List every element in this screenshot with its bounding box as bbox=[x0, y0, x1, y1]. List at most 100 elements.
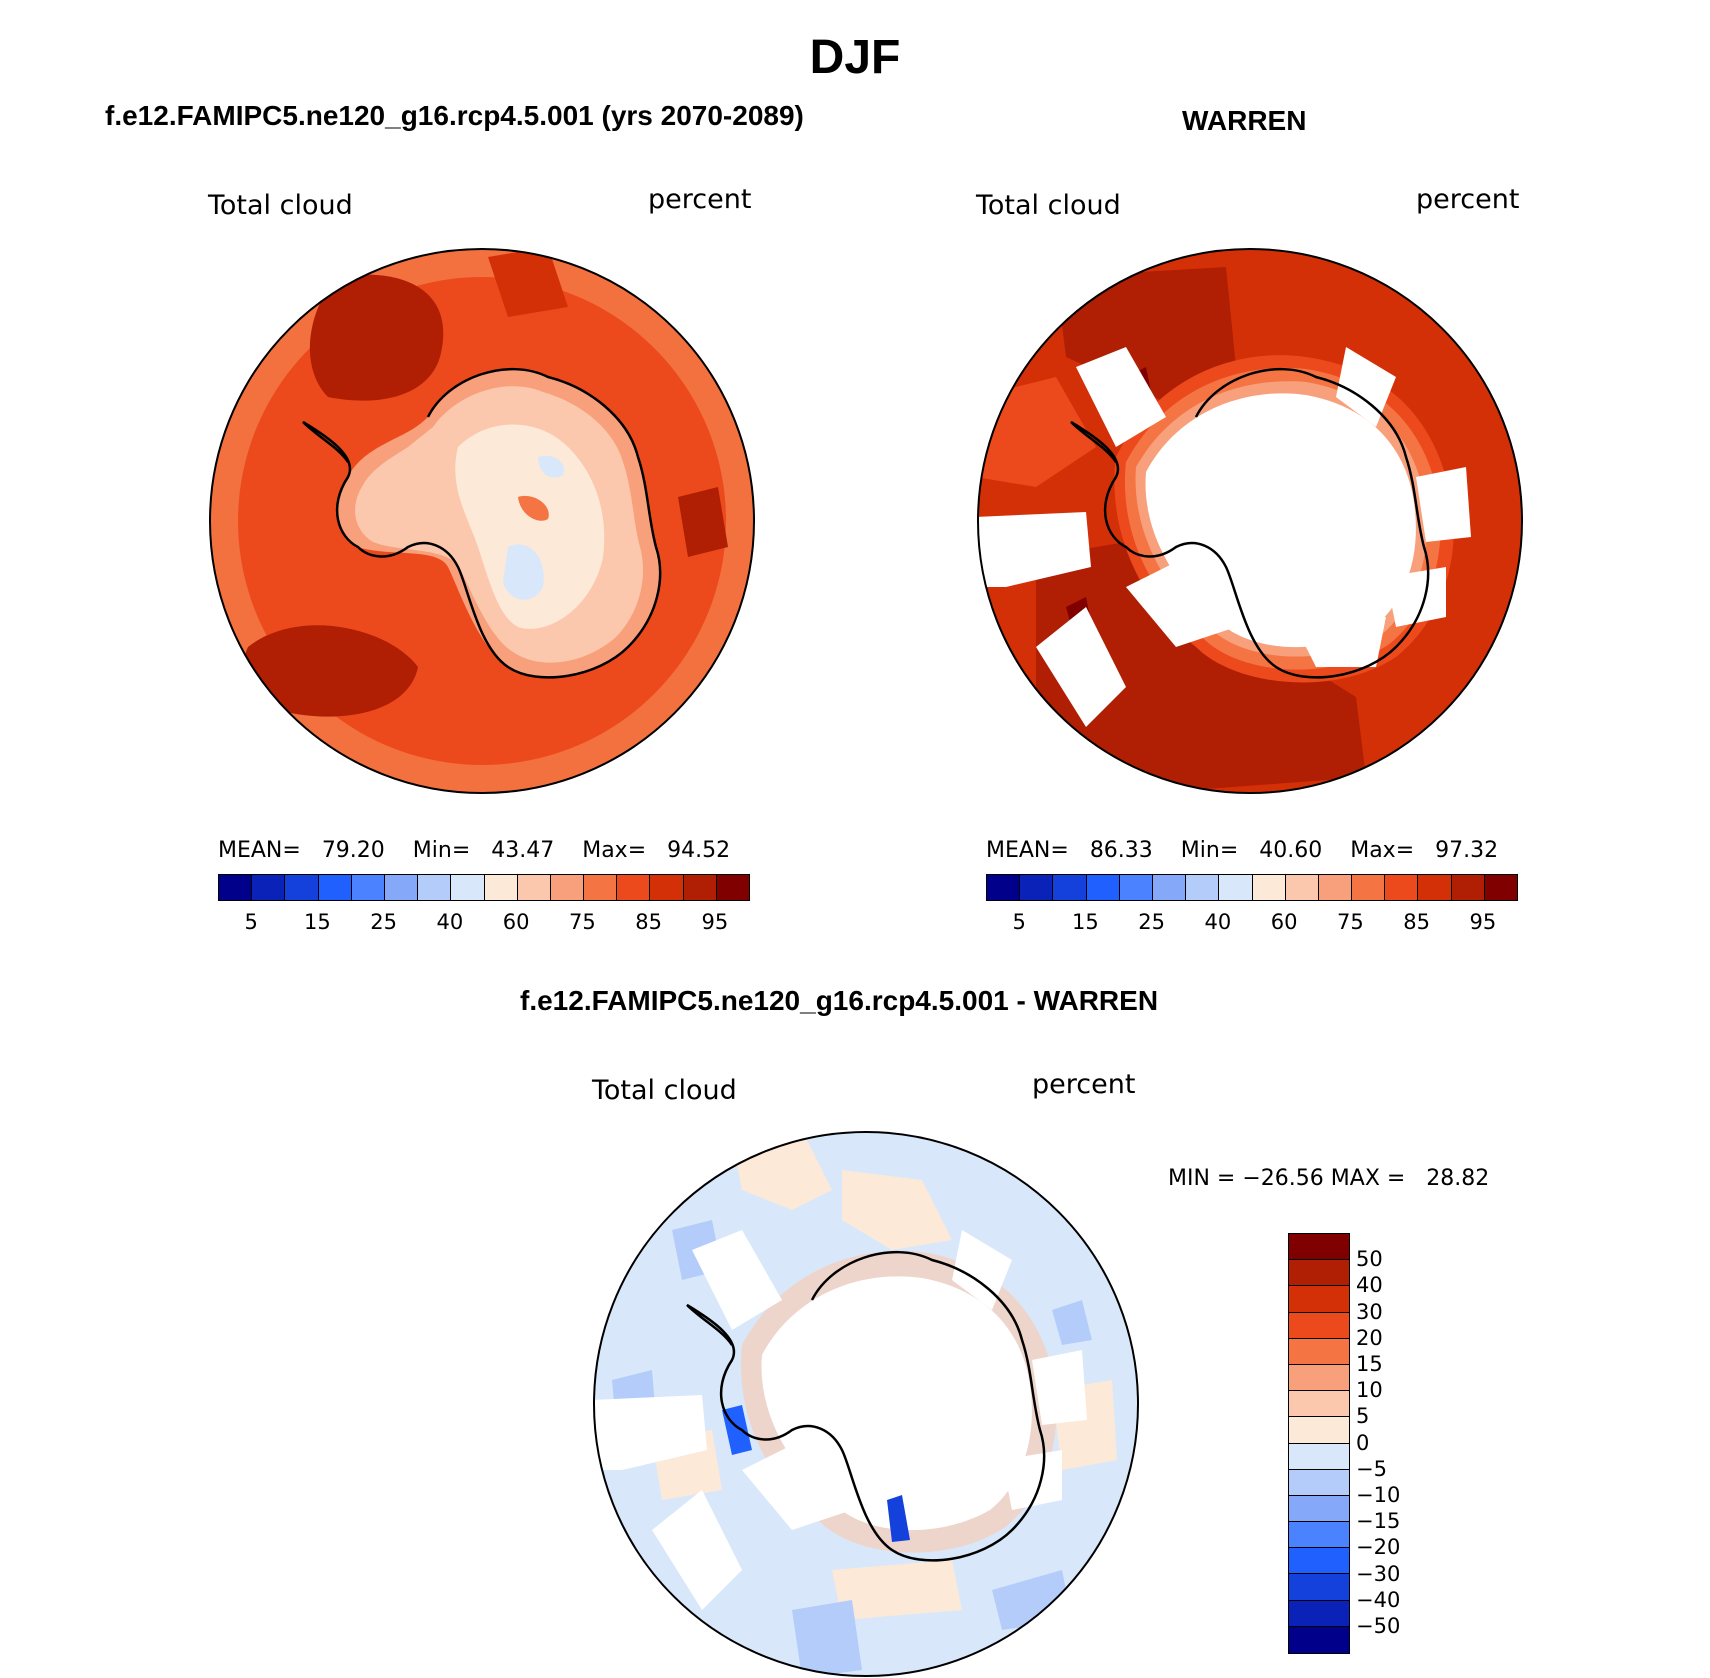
colorbar-box bbox=[1053, 875, 1087, 900]
colorbar-tick-label: −5 bbox=[1356, 1456, 1387, 1481]
colorbar-box bbox=[1385, 875, 1419, 900]
colorbar-box bbox=[1289, 1495, 1349, 1523]
colorbar-tick-label: 10 bbox=[1356, 1378, 1383, 1403]
colorbar-box bbox=[1289, 1312, 1349, 1339]
colorbar-box bbox=[1289, 1260, 1349, 1287]
colorbar-tick-label: 0 bbox=[1356, 1430, 1370, 1455]
colorbar-box bbox=[1318, 875, 1353, 900]
max-label: Max= bbox=[1350, 838, 1415, 863]
colorbar-box bbox=[617, 875, 651, 900]
colorbar-tick-label: 95 bbox=[701, 910, 729, 934]
colorbar-box bbox=[219, 875, 253, 900]
panel-title-diff: f.e12.FAMIPC5.ne120_g16.rcp4.5.001 - WAR… bbox=[520, 985, 1159, 1016]
colorbar-tick-label: 85 bbox=[635, 910, 662, 934]
colorbar-box bbox=[1086, 875, 1120, 900]
colorbar-tick-label: −30 bbox=[1356, 1561, 1401, 1586]
panel-title-model: f.e12.FAMIPC5.ne120_g16.rcp4.5.001 (yrs … bbox=[105, 100, 804, 131]
colorbar-box bbox=[1020, 875, 1054, 900]
colorbar-tick-label: 5 bbox=[1012, 910, 1026, 934]
colorbar-tick-label: 60 bbox=[1270, 910, 1298, 934]
colorbar-box bbox=[1289, 1286, 1349, 1313]
colorbar-ticks-obs: 5 15 25 40 60 75 85 95 bbox=[986, 910, 1516, 940]
colorbar-tick-label: −20 bbox=[1356, 1535, 1401, 1560]
colorbar-tick-label: −15 bbox=[1356, 1509, 1401, 1534]
colorbar-box bbox=[716, 875, 749, 900]
colorbar-box bbox=[1289, 1574, 1349, 1601]
colorbar-box bbox=[252, 875, 286, 900]
colorbar-box bbox=[550, 875, 585, 900]
colorbar-diff bbox=[1288, 1233, 1350, 1654]
colorbar-box bbox=[1289, 1417, 1349, 1444]
stats-diff: MIN = −26.56 MAX = 28.82 bbox=[1168, 1166, 1489, 1191]
colorbar-box bbox=[318, 875, 352, 900]
stats-obs: MEAN= 86.33 Min= 40.60 Max= 97.32 bbox=[986, 838, 1498, 863]
colorbar-box bbox=[1289, 1234, 1349, 1261]
colorbar-box bbox=[384, 875, 419, 900]
colorbar-box bbox=[1484, 875, 1517, 900]
variable-label-obs: Total cloud bbox=[976, 190, 1121, 221]
mean-value: 86.33 bbox=[1089, 838, 1153, 863]
colorbar-box bbox=[1219, 875, 1253, 900]
colorbar-tick-label: 20 bbox=[1356, 1325, 1383, 1350]
colorbar-model bbox=[218, 874, 750, 901]
colorbar-tick-label: −10 bbox=[1356, 1483, 1401, 1507]
colorbar-box bbox=[451, 875, 485, 900]
max-value: 94.52 bbox=[667, 838, 731, 863]
colorbar-box bbox=[1352, 875, 1386, 900]
variable-label-diff: Total cloud bbox=[592, 1075, 737, 1106]
colorbar-tick-label: 75 bbox=[569, 910, 596, 934]
colorbar-box bbox=[1418, 875, 1452, 900]
colorbar-box bbox=[1152, 875, 1187, 900]
min-label: Min= bbox=[412, 838, 471, 863]
max-label: Max= bbox=[582, 838, 647, 863]
colorbar-tick-label: 40 bbox=[1356, 1273, 1383, 1298]
colorbar-box bbox=[650, 875, 684, 900]
colorbar-obs bbox=[986, 874, 1518, 901]
colorbar-tick-label: 85 bbox=[1403, 910, 1430, 934]
colorbar-tick-label: 50 bbox=[1356, 1247, 1383, 1272]
colorbar-box bbox=[1289, 1626, 1349, 1653]
colorbar-tick-label: 75 bbox=[1337, 910, 1364, 934]
map-obs bbox=[977, 248, 1523, 794]
max-label: MAX = bbox=[1330, 1166, 1406, 1191]
colorbar-box bbox=[1252, 875, 1286, 900]
colorbar-tick-label: 5 bbox=[1356, 1404, 1370, 1429]
main-title: DJF bbox=[809, 31, 901, 84]
colorbar-box bbox=[484, 875, 518, 900]
panel-title-obs: WARREN bbox=[1182, 105, 1307, 136]
colorbar-box bbox=[683, 875, 717, 900]
variable-label-model: Total cloud bbox=[208, 190, 353, 221]
colorbar-tick-label: −40 bbox=[1356, 1587, 1401, 1612]
stats-model: MEAN= 79.20 Min= 43.47 Max= 94.52 bbox=[218, 838, 730, 863]
colorbar-box bbox=[1186, 875, 1220, 900]
colorbar-box bbox=[1289, 1522, 1349, 1549]
colorbar-box bbox=[1289, 1364, 1349, 1392]
colorbar-tick-label: 25 bbox=[1138, 910, 1165, 934]
units-label-model: percent bbox=[648, 184, 752, 215]
units-label-diff: percent bbox=[1032, 1069, 1136, 1100]
map-diff bbox=[593, 1131, 1139, 1677]
min-value: −26.56 bbox=[1242, 1166, 1324, 1191]
colorbar-box bbox=[1451, 875, 1485, 900]
min-label: Min= bbox=[1180, 838, 1239, 863]
colorbar-box bbox=[285, 875, 319, 900]
colorbar-tick-label: 25 bbox=[370, 910, 397, 934]
colorbar-tick-label: 40 bbox=[1204, 910, 1232, 934]
colorbar-box bbox=[1119, 875, 1153, 900]
colorbar-box bbox=[1289, 1443, 1349, 1470]
colorbar-box bbox=[418, 875, 452, 900]
colorbar-tick-label: 5 bbox=[244, 910, 258, 934]
max-value: 28.82 bbox=[1426, 1166, 1490, 1191]
units-label-obs: percent bbox=[1416, 184, 1520, 215]
colorbar-box bbox=[1289, 1600, 1349, 1627]
colorbar-ticks-diff: 50 40 30 20 15 10 5 0 −5 −10 −15 −20 −30 −40 −50 bbox=[1356, 1233, 1416, 1653]
colorbar-ticks-model: 5 15 25 40 60 75 85 95 bbox=[218, 910, 748, 940]
colorbar-box bbox=[1289, 1548, 1349, 1575]
colorbar-box bbox=[1289, 1391, 1349, 1418]
min-value: 43.47 bbox=[491, 838, 555, 863]
mean-label: MEAN= bbox=[986, 838, 1069, 863]
min-label: MIN = bbox=[1168, 1166, 1236, 1191]
colorbar-tick-label: 15 bbox=[1356, 1352, 1383, 1376]
map-model bbox=[209, 248, 755, 794]
colorbar-box bbox=[1289, 1338, 1349, 1365]
